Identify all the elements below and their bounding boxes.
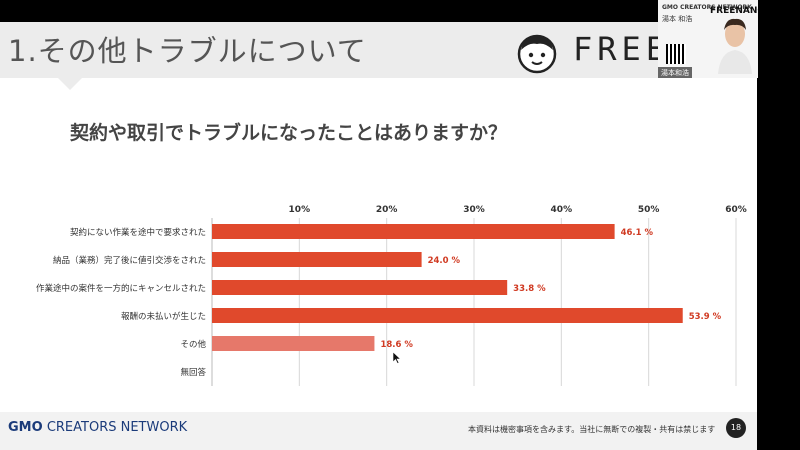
data-label: 33.8 % (513, 284, 546, 294)
video-presenter-name: 湯本 和浩 (662, 15, 693, 23)
x-tick-label: 50% (638, 205, 660, 215)
x-tick-label: 40% (551, 205, 573, 215)
video-company-logo: GMO CREATORS NETWORK (662, 4, 752, 11)
video-name-label: 湯本和浩 (658, 67, 692, 78)
slide-footer: GMO CREATORS NETWORK 本資料は機密事項を含みます。当社に無断… (0, 412, 757, 450)
video-brand-logo: FREENANCE (710, 6, 758, 16)
qr-code-icon (666, 44, 686, 64)
data-label: 46.1 % (621, 228, 654, 238)
category-label: 無回答 (180, 367, 206, 378)
title-notch (58, 78, 82, 90)
category-label: 納品（業務）完了後に値引交渉をされた (53, 255, 206, 266)
page-number: 18 (726, 418, 746, 438)
survey-question: 契約や取引でトラブルになったことはありますか？ (70, 122, 508, 144)
presenter-avatar (718, 18, 752, 74)
slide: 1.その他トラブルについて FREEN 契約や取引でトラブルになったことはありま… (0, 22, 757, 450)
bar (212, 308, 683, 323)
bar (212, 336, 375, 351)
brand-face-icon (517, 34, 557, 74)
bar (212, 280, 508, 295)
bar-chart: 10% 20% 30% 40% 50% 60% 契約にない作業を途中で要求された 46.1 %… (36, 205, 747, 386)
category-label: 報酬の未払いが生じた (121, 311, 206, 322)
confidentiality-note: 本資料は機密事項を含みます。当社に無断での複製・共有は禁じます (468, 425, 716, 434)
x-tick-label: 20% (376, 205, 398, 215)
category-label: 契約にない作業を途中で要求された (70, 227, 206, 238)
bar (212, 224, 615, 239)
slide-title: 1.その他トラブルについて (8, 34, 367, 68)
x-tick-label: 30% (463, 205, 485, 215)
footer-company-logo: GMO CREATORS NETWORK (8, 420, 188, 435)
category-label: 作業途中の案件を一方的にキャンセルされた (36, 283, 206, 294)
category-label: その他 (180, 339, 206, 350)
presenter-video-tile[interactable]: GMO CREATORS NETWORK 湯本 和浩 FREENANCE 湯本和… (658, 0, 758, 78)
mouse-cursor-icon (393, 352, 401, 364)
data-label: 24.0 % (428, 256, 461, 266)
data-label: 18.6 % (380, 340, 413, 350)
data-label: 53.9 % (689, 312, 722, 322)
x-tick-label: 10% (289, 205, 311, 215)
bar (212, 252, 422, 267)
title-band: 1.その他トラブルについて FREEN (0, 22, 757, 78)
x-tick-label: 60% (725, 205, 747, 215)
side-strip (757, 78, 800, 450)
